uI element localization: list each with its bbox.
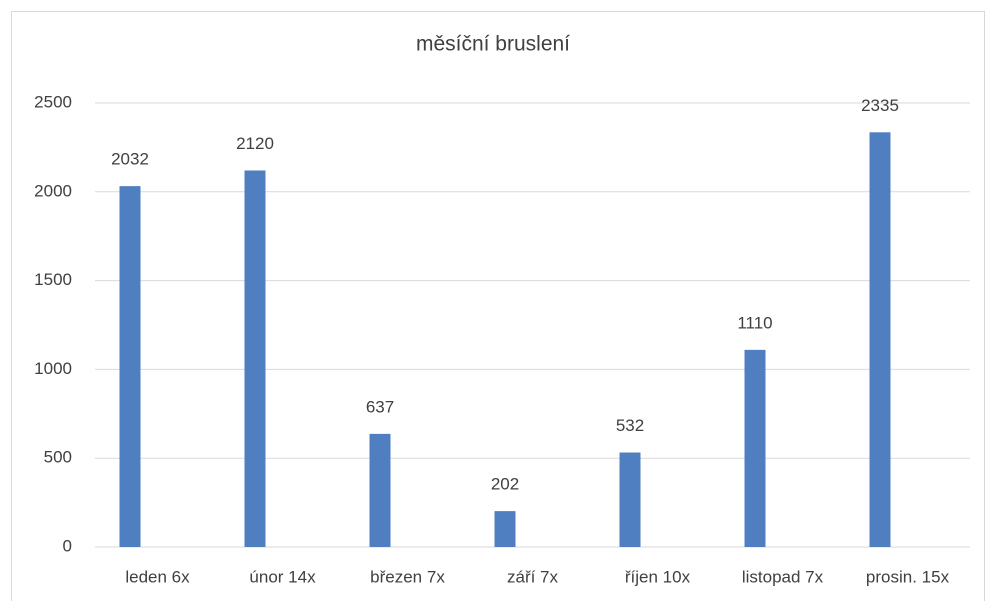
data-label: 2032 (111, 150, 149, 169)
bar (869, 132, 891, 547)
x-tick-label: listopad 7x (742, 567, 824, 586)
bar (619, 452, 641, 547)
bar (119, 186, 141, 547)
bar (494, 511, 516, 547)
chart-title: měsíční bruslení (416, 33, 570, 56)
y-tick-label: 0 (63, 536, 72, 555)
data-label: 202 (491, 475, 519, 494)
data-label: 1110 (737, 313, 772, 332)
x-tick-label: březen 7x (370, 567, 445, 586)
y-tick-label: 500 (44, 448, 72, 467)
data-label: 532 (616, 416, 644, 435)
y-tick-label: 1500 (34, 270, 72, 289)
x-tick-label: leden 6x (125, 567, 190, 586)
bar (244, 170, 266, 547)
y-tick-label: 1000 (34, 359, 72, 378)
chart-border (11, 11, 985, 601)
x-tick-label: říjen 10x (625, 567, 691, 586)
y-tick-label: 2000 (34, 181, 72, 200)
x-tick-label: únor 14x (249, 567, 316, 586)
data-label: 2120 (236, 134, 274, 153)
bar (744, 349, 766, 547)
y-tick-label: 2500 (34, 92, 72, 111)
x-tick-label: prosin. 15x (866, 567, 950, 586)
bar (369, 433, 391, 547)
data-label: 2335 (861, 96, 899, 115)
data-label: 637 (366, 397, 394, 416)
x-tick-label: září 7x (507, 567, 559, 586)
